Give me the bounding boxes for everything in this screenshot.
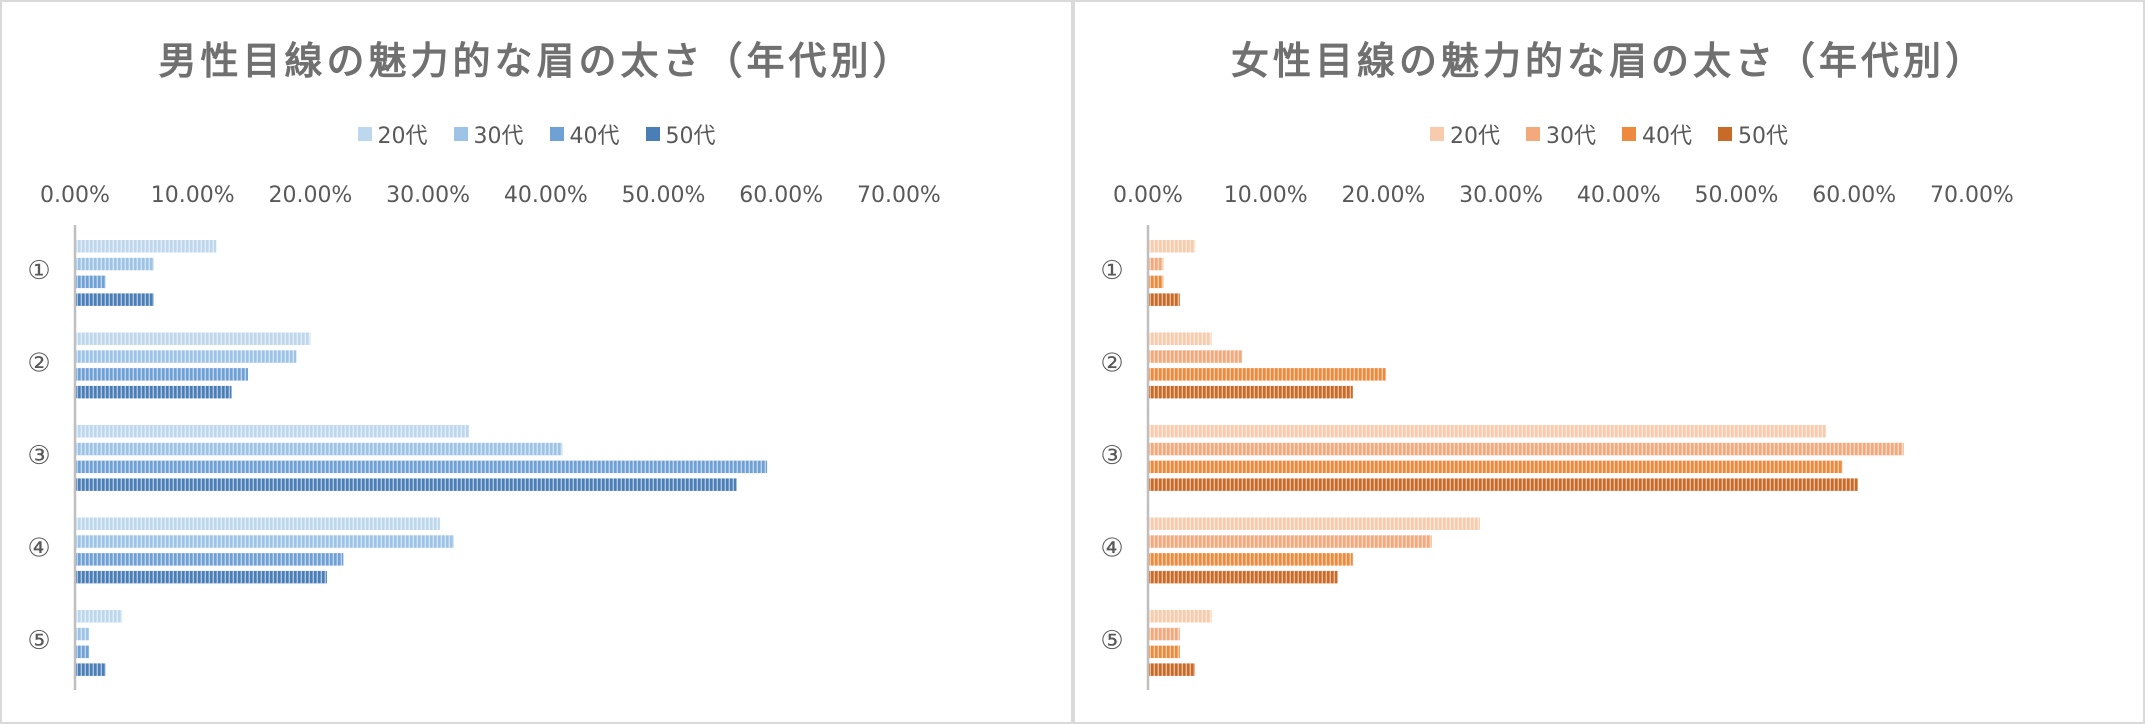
bar: [1149, 293, 1180, 306]
bar: [1149, 517, 1480, 530]
legend: 20代 30代 40代 50代: [2, 118, 1071, 150]
legend-swatch: [645, 127, 660, 141]
category-label: ⑤: [1100, 626, 1123, 656]
legend-swatch: [1622, 127, 1636, 141]
legend-item: 40代: [549, 118, 620, 150]
legend-label: 40代: [1642, 124, 1692, 149]
bar: [76, 553, 344, 566]
x-tick-label: 30.00%: [1459, 183, 1543, 208]
bar: [1149, 368, 1386, 381]
bar: [76, 535, 454, 548]
legend-item: 50代: [645, 118, 716, 150]
bar: [1149, 553, 1353, 566]
bar: [1149, 442, 1904, 456]
legend-swatch: [1430, 127, 1444, 141]
legend-swatch: [357, 127, 372, 141]
x-tick-label: 10.00%: [1224, 183, 1308, 208]
x-tick-label: 0.00%: [40, 183, 110, 208]
plot-area: 0.00% 10.00% 20.00% 30.00% 40.00% 50.00% 60.00…: [1100, 183, 2014, 690]
legend: 20代 30代 40代 50代: [1075, 118, 2143, 150]
legend-label: 30代: [1546, 124, 1596, 149]
bar: [1149, 385, 1353, 399]
bar: [76, 385, 232, 399]
bar: [76, 517, 440, 530]
chart-panel-male: 男性目線の魅力的な眉の太さ（年代別） 20代 30代 40代 50代 0.00%…: [0, 0, 1073, 724]
x-tick-label: 50.00%: [1695, 183, 1779, 208]
bar: [76, 275, 106, 289]
x-tick-label: 60.00%: [739, 183, 823, 208]
category-label: ②: [1100, 349, 1123, 379]
bar: [76, 663, 106, 676]
category-label: ③: [1100, 441, 1123, 471]
x-tick-label: 70.00%: [1930, 183, 2014, 208]
legend-item: 40代: [1622, 118, 1692, 150]
legend-label: 20代: [377, 124, 428, 149]
legend-swatch: [549, 127, 564, 141]
legend-label: 40代: [569, 124, 620, 149]
legend-label: 20代: [1450, 124, 1500, 149]
bar: [1149, 332, 1212, 345]
legend-item: 50代: [1718, 118, 1788, 150]
bar: [76, 442, 563, 456]
category-label: ①: [1100, 256, 1123, 286]
legend-label: 50代: [1738, 124, 1788, 149]
category-label: ④: [27, 534, 50, 564]
x-tick-label: 40.00%: [1577, 183, 1661, 208]
chart-panel-female: 女性目線の魅力的な眉の太さ（年代別） 20代 30代 40代 50代 0.00%…: [1073, 0, 2145, 724]
bar: [76, 460, 768, 474]
bar: [1149, 535, 1432, 548]
bar: [76, 257, 154, 271]
category-label: ⑤: [27, 626, 50, 656]
x-tick-label: 70.00%: [857, 183, 941, 208]
bar: [76, 293, 154, 306]
x-tick-label: 20.00%: [268, 183, 352, 208]
bar: [1149, 275, 1164, 289]
bar: [76, 610, 123, 623]
x-tick-label: 20.00%: [1341, 183, 1425, 208]
legend-swatch: [1526, 127, 1540, 141]
x-tick-label: 30.00%: [386, 183, 470, 208]
bar: [1149, 350, 1243, 363]
chart-title: 女性目線の魅力的な眉の太さ（年代別）: [1230, 39, 1987, 83]
bar: [1149, 570, 1338, 584]
bar: [76, 240, 217, 253]
legend-swatch: [1718, 127, 1732, 141]
bar: [76, 645, 90, 659]
x-tick-label: 60.00%: [1812, 183, 1896, 208]
bar: [1149, 257, 1164, 271]
legend-item: 30代: [453, 118, 524, 150]
legend-label: 30代: [473, 124, 524, 149]
bar: [76, 332, 311, 345]
x-tick-label: 40.00%: [504, 183, 588, 208]
category-label: ③: [27, 441, 50, 471]
legend-item: 30代: [1526, 118, 1596, 150]
bar: [76, 350, 297, 363]
x-tick-label: 50.00%: [622, 183, 706, 208]
category-label: ①: [27, 256, 50, 286]
bar: [1149, 610, 1212, 623]
legend-item: 20代: [357, 118, 428, 150]
x-tick-label: 10.00%: [151, 183, 235, 208]
bar: [1149, 460, 1843, 474]
legend-label: 50代: [665, 124, 716, 149]
category-label: ②: [27, 349, 50, 379]
bar: [1149, 663, 1196, 676]
bar: [76, 425, 470, 438]
legend-item: 20代: [1430, 118, 1500, 150]
bar: [1149, 627, 1180, 641]
x-tick-label: 0.00%: [1113, 183, 1183, 208]
bar: [1149, 240, 1196, 253]
category-label: ④: [1100, 534, 1123, 564]
bar: [1149, 478, 1858, 491]
bar: [76, 627, 90, 641]
plot-area: 0.00% 10.00% 20.00% 30.00% 40.00% 50.00% 60.00…: [27, 183, 941, 690]
chart-title: 男性目線の魅力的な眉の太さ（年代別）: [158, 39, 915, 83]
bar: [76, 570, 327, 584]
bar: [76, 368, 249, 381]
bar: [1149, 425, 1826, 438]
bar: [76, 478, 737, 491]
bar: [1149, 645, 1180, 659]
legend-swatch: [453, 127, 468, 141]
